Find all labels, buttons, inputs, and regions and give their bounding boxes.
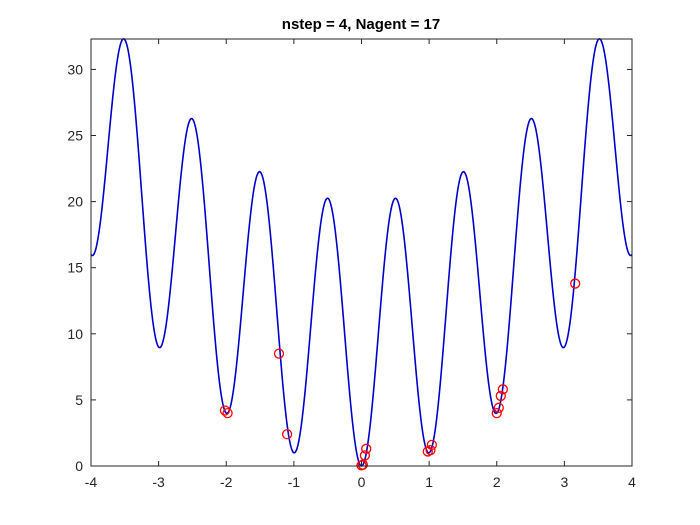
agent-marker (222, 407, 233, 419)
axes-background (91, 39, 632, 466)
x-tick-label: 1 (425, 474, 433, 490)
marker-layer (219, 278, 581, 471)
y-tick-label: 20 (67, 194, 83, 210)
axes-layer: -4 -3 -2 -1 0 1 2 3 4 0 5 10 15 20 25 30 (67, 38, 636, 490)
agent-marker (273, 348, 285, 359)
agent-marker (495, 390, 506, 402)
agent-marker (570, 278, 581, 289)
agent-marker (491, 407, 502, 419)
y-tick-label: 25 (67, 128, 83, 144)
agent-marker (497, 384, 508, 395)
y-tick-label: 5 (75, 392, 83, 408)
y-tick-label: 30 (67, 61, 83, 77)
agent-marker (425, 444, 436, 456)
x-tick-label: -1 (288, 474, 301, 490)
agent-marker (281, 429, 293, 440)
x-tick-label: 2 (493, 474, 501, 490)
y-tick-label: 0 (75, 458, 83, 474)
x-tick-label: -3 (152, 474, 165, 490)
y-tick-label: 15 (67, 260, 83, 276)
agent-marker (426, 439, 437, 450)
chart-title: nstep = 4, Nagent = 17 (282, 16, 440, 33)
x-tick-label: 3 (560, 474, 568, 490)
x-tick-label: -2 (220, 474, 233, 490)
x-tick-label: 0 (358, 474, 366, 490)
agent-marker (357, 459, 369, 470)
agent-marker (219, 405, 231, 416)
agent-marker (359, 450, 371, 461)
agent-marker (493, 402, 504, 413)
agent-marker (361, 443, 372, 454)
x-tick-label: 4 (628, 474, 636, 490)
y-tick-label: 10 (67, 326, 83, 342)
x-tick-label: -4 (85, 474, 98, 490)
